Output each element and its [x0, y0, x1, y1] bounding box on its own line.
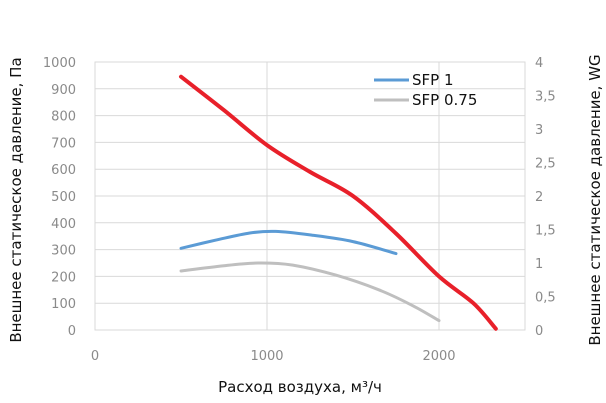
- legend: SFP 1 SFP 0.75: [374, 71, 477, 109]
- y-right-tick-label: 2: [535, 190, 543, 205]
- y-right-tick-label: 1,5: [535, 224, 556, 239]
- y-axis-left-title: Внешнее статическое давление, Па: [7, 57, 25, 342]
- y-right-tick-label: 3,5: [535, 90, 556, 105]
- y-left-tick-label: 100: [51, 297, 76, 312]
- x-tick-label: 2000: [422, 349, 455, 364]
- plot-frame: [94, 61, 526, 331]
- y-right-tick-label: 0: [535, 324, 543, 339]
- series-line-curve-1: [179, 74, 498, 331]
- y-axis-right-title: Внешнее статическое давление, WG: [586, 54, 604, 345]
- legend-label: SFP 1: [412, 71, 454, 89]
- y-left-tick-label: 300: [51, 244, 76, 259]
- x-axis-title: Расход воздуха, м³/ч: [218, 378, 382, 396]
- y-left-tick-label: 500: [51, 190, 76, 205]
- y-left-tick-label: 200: [51, 270, 76, 285]
- y-right-tick-label: 0,5: [535, 291, 556, 306]
- series-line-sfp-1: [179, 229, 398, 256]
- tick-labels: 0 100 200 300 400 500 600 700 800 900 1000 0 0,5 1 1,5…: [43, 56, 556, 364]
- series-line-sfp-0-75: [179, 261, 441, 323]
- series-layer: [179, 74, 498, 331]
- x-tick-label: 1000: [250, 349, 283, 364]
- x-tick-label: 0: [91, 349, 99, 364]
- legend-label: SFP 0.75: [412, 91, 477, 109]
- y-left-tick-label: 800: [51, 110, 76, 125]
- y-right-tick-label: 3: [535, 123, 543, 138]
- y-left-tick-label: 0: [68, 324, 76, 339]
- y-right-tick-label: 1: [535, 257, 543, 272]
- y-left-tick-label: 400: [51, 217, 76, 232]
- y-right-tick-label: 2,5: [535, 157, 556, 172]
- y-left-tick-label: 900: [51, 83, 76, 98]
- y-right-tick-label: 4: [535, 56, 543, 71]
- y-left-tick-label: 700: [51, 136, 76, 151]
- y-left-tick-label: 1000: [43, 56, 76, 71]
- y-left-tick-label: 600: [51, 163, 76, 178]
